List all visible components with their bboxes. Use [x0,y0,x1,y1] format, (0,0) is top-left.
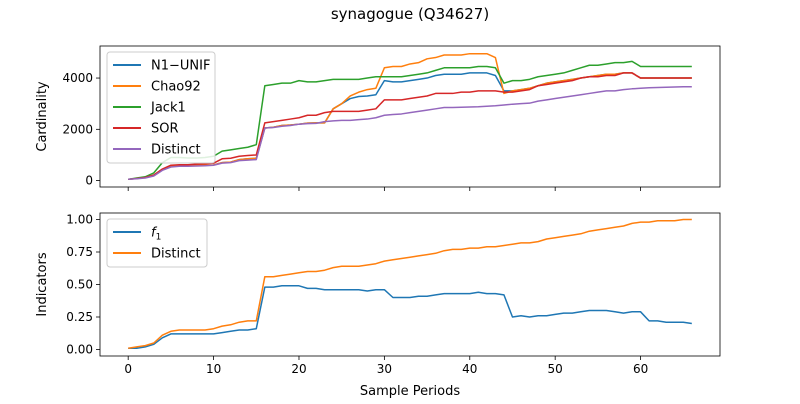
legend-label: Chao92 [151,80,201,95]
y-tick-label: 1.00 [66,213,93,227]
y-tick-label: 4000 [62,71,93,85]
x-tick-label: 50 [548,362,563,376]
series-line-3 [128,72,692,181]
series-line-2 [128,60,692,181]
series-line-0 [128,285,692,349]
legend-label: Jack1 [150,101,186,116]
y-tick-label: 2000 [62,122,93,136]
x-tick-label: 30 [377,362,392,376]
legend-box [106,51,216,164]
legend-label: Distinct [151,143,201,158]
figure-title: synagogue (Q34627) [331,5,489,23]
legend-label: SOR [151,122,179,137]
x-tick-label: 20 [291,362,306,376]
x-tick-label: 60 [633,362,648,376]
x-tick-label: 40 [462,362,477,376]
y-axis-label: Indicators [35,252,50,316]
axes-frame [99,45,721,188]
series-line-1 [128,218,692,349]
y-tick-label: 0.75 [66,245,93,259]
x-axis-label: Sample Periods [360,384,460,399]
y-tick-label: 0.25 [66,310,93,324]
y-tick-label: 0.50 [66,278,93,292]
y-tick-label: 0 [85,174,93,188]
indicators-panel: 0 10 20 30 40 50 60 0.00 0.25 0.50 0.75 1.00 Indicat… [35,213,721,399]
cardinality-panel: 0 2000 4000 Cardinality N1−UNIF Chao92 Jack1 SO… [35,45,721,191]
legend-label: N1−UNIF [151,59,210,74]
y-axis-label: Cardinality [35,81,50,152]
x-tick-label: 0 [124,362,132,376]
legend-label: Distinct [151,247,201,262]
series-line-4 [128,86,692,181]
legend-label: f1 [151,226,161,243]
x-tick-label: 10 [206,362,221,376]
y-tick-label: 0.00 [66,343,93,357]
